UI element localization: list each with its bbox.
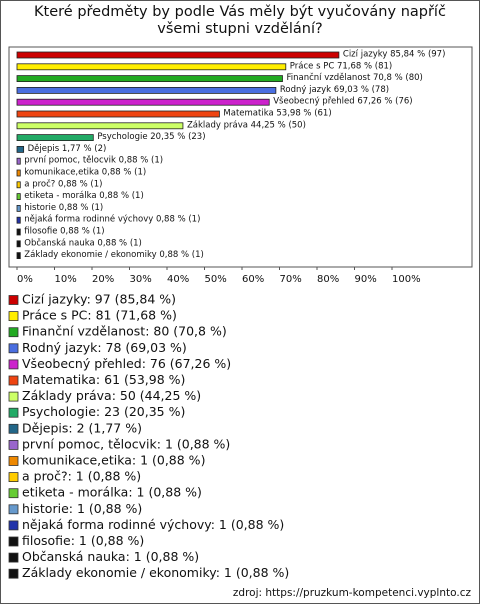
legend-label: Finanční vzdělanost: 80 (70,8 %) <box>22 324 227 339</box>
legend-label: filosofie: 1 (0,88 %) <box>22 533 144 548</box>
x-tick-label: 30% <box>130 274 152 285</box>
bar <box>16 75 283 82</box>
x-tick-label: 70% <box>280 274 302 285</box>
bar <box>16 63 287 71</box>
data-label: Všeobecný přehled 67,26 % (76) <box>273 96 412 107</box>
data-label: Dějepis 1,77 % (2) <box>28 144 107 154</box>
x-tick-label: 50% <box>205 274 227 285</box>
x-tick-label: 40% <box>167 274 189 285</box>
bar <box>16 228 21 236</box>
legend-swatch <box>8 327 19 338</box>
legend-label: a proč?: 1 (0,88 %) <box>22 469 141 484</box>
legend-swatch <box>8 391 19 402</box>
x-tick-label: 10% <box>55 274 77 285</box>
legend-label: Cizí jazyky: 97 (85,84 %) <box>22 292 176 307</box>
data-label: nějaká forma rodinné výchovy 0,88 % (1) <box>24 214 200 225</box>
legend-label: etiketa - morálka: 1 (0,88 %) <box>22 485 202 500</box>
x-tick-label: 0% <box>17 274 33 285</box>
legend-label: nějaká forma rodinné výchovy: 1 (0,88 %) <box>22 517 284 532</box>
legend-label: komunikace,etika: 1 (0,88 %) <box>22 453 205 468</box>
legend-swatch <box>8 488 19 499</box>
bar <box>16 134 94 142</box>
legend-swatch <box>8 295 19 305</box>
data-label: etiketa - morálka 0,88 % (1) <box>24 191 143 201</box>
bar <box>16 87 277 94</box>
bar <box>16 181 21 189</box>
data-label: komunikace,etika 0,88 % (1) <box>24 168 146 178</box>
legend-label: Rodný jazyk: 78 (69,03 %) <box>22 340 187 355</box>
bar <box>16 240 21 248</box>
data-label: první pomoc, tělocvik 0,88 % (1) <box>24 156 163 166</box>
legend-swatch <box>8 568 19 579</box>
x-tick-label: 90% <box>355 274 377 285</box>
legend-label: Občanská nauka: 1 (0,88 %) <box>22 549 199 564</box>
data-label: Základy ekonomie / ekonomiky 0,88 % (1) <box>24 250 204 260</box>
bar <box>16 145 25 153</box>
legend-swatch <box>8 552 19 563</box>
bar <box>16 122 184 130</box>
legend-label: Základy práva: 50 (44,25 %) <box>22 388 201 403</box>
data-label: Matematika 53,98 % (61) <box>223 109 331 119</box>
bar <box>16 98 270 106</box>
legend-label: Práce s PC: 81 (71,68 %) <box>22 308 177 323</box>
legend-swatch <box>8 375 19 386</box>
legend-label: Všeobecný přehled: 76 (67,26 %) <box>22 356 231 371</box>
source: zdroj: https://pruzkum-kompetenci.vyplnt… <box>233 587 472 599</box>
legend-swatch <box>8 359 19 370</box>
bar <box>16 51 340 59</box>
bar <box>16 157 21 165</box>
x-tick-label: 60% <box>242 274 264 285</box>
data-label: Finanční vzdělanost 70,8 % (80) <box>287 72 423 83</box>
bar <box>16 110 220 118</box>
legend-swatch <box>8 472 19 483</box>
bar <box>16 252 21 260</box>
legend-swatch <box>8 407 19 418</box>
legend-label: Základy ekonomie / ekonomiky: 1 (0,88 %) <box>22 565 289 580</box>
data-label: Rodný jazyk 69,03 % (78) <box>280 85 389 95</box>
data-label: Psychologie 20,35 % (23) <box>97 132 205 142</box>
legend-swatch <box>8 423 19 434</box>
data-label: Práce s PC 71,68 % (81) <box>290 61 392 71</box>
legend-swatch <box>8 343 19 354</box>
legend-swatch <box>8 456 19 466</box>
bar <box>16 204 21 212</box>
data-label: filosofie 0,88 % (1) <box>24 227 104 237</box>
bar <box>16 193 21 201</box>
legend-label: Psychologie: 23 (20,35 %) <box>22 404 185 419</box>
x-tick-label: 100% <box>392 274 421 285</box>
x-tick-label: 80% <box>317 274 339 285</box>
legend-swatch <box>8 439 19 450</box>
legend-label: první pomoc, tělocvik: 1 (0,88 %) <box>22 436 230 451</box>
legend-swatch <box>8 520 19 531</box>
legend-label: historie: 1 (0,88 %) <box>22 501 142 516</box>
data-label: Základy práva 44,25 % (50) <box>187 120 306 130</box>
bar <box>16 216 21 224</box>
plot-frame <box>8 46 473 268</box>
legend-label: Matematika: 61 (53,98 %) <box>22 372 185 387</box>
x-tick-label: 20% <box>92 274 114 285</box>
legend-swatch <box>8 504 19 515</box>
data-label: Občanská nauka 0,88 % (1) <box>24 237 142 248</box>
data-label: historie 0,88 % (1) <box>24 203 103 213</box>
legend-label: Dějepis: 2 (1,77 %) <box>22 420 142 435</box>
legend-swatch <box>8 536 19 547</box>
chart-title: Které předměty by podle Vás měly být vyu… <box>34 4 446 37</box>
data-label: Cizí jazyky 85,84 % (97) <box>343 50 446 60</box>
legend-swatch <box>8 311 19 322</box>
data-label: a proč? 0,88 % (1) <box>24 178 102 189</box>
bar <box>16 169 21 177</box>
